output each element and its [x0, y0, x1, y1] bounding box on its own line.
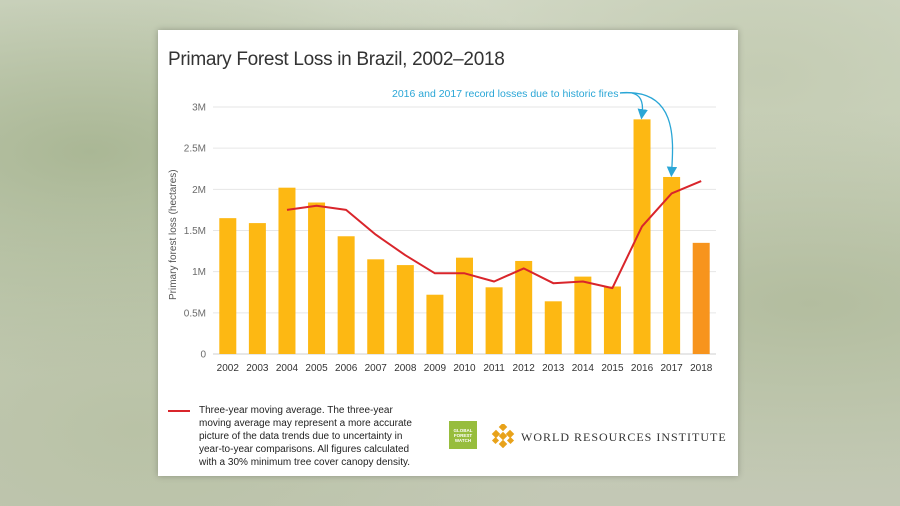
- y-tick-label: 3M: [192, 103, 206, 114]
- bar-2006: [337, 236, 355, 354]
- x-tick-label: 2003: [246, 363, 269, 374]
- x-tick-label: 2013: [542, 363, 565, 374]
- legend-line-swatch: [168, 410, 190, 412]
- bar-2015: [603, 286, 621, 354]
- chart-title: Primary Forest Loss in Brazil, 2002–2018: [168, 49, 505, 70]
- wri-logo-icon: [491, 424, 515, 448]
- annotation-arrow-2016: [619, 91, 648, 120]
- y-tick-label: 1M: [192, 267, 206, 278]
- y-tick-label: 0.5M: [184, 308, 206, 319]
- moving-average-line: [286, 180, 702, 290]
- bar-2012: [515, 260, 533, 354]
- bar-2004: [278, 187, 296, 354]
- y-axis-label: Primary forest loss (hectares): [168, 169, 179, 300]
- annotation-layer: 2016 and 2017 record losses due to histo…: [392, 88, 678, 178]
- bar-2018: [692, 242, 710, 354]
- y-tick-label: 2M: [192, 185, 206, 196]
- x-tick-label: 2014: [572, 363, 595, 374]
- bar-2017: [663, 176, 681, 354]
- y-tick-label: 2.5M: [184, 144, 206, 155]
- bar-2011: [485, 287, 503, 354]
- annotation-text: 2016 and 2017 record losses due to histo…: [392, 88, 618, 100]
- x-tick-label: 2016: [631, 363, 654, 374]
- x-tick-label: 2006: [335, 363, 358, 374]
- wri-wordmark: WORLD RESOURCES INSTITUTE: [521, 430, 727, 444]
- bar-2009: [426, 294, 444, 354]
- x-tick-label: 2002: [217, 363, 240, 374]
- x-tick-label: 2007: [365, 363, 388, 374]
- bar-2016: [633, 119, 651, 354]
- bar-2014: [574, 276, 592, 354]
- x-tick-label: 2009: [424, 363, 447, 374]
- x-tick-label: 2018: [690, 363, 713, 374]
- x-tick-label: 2010: [453, 363, 476, 374]
- x-tick-label: 2005: [305, 363, 328, 374]
- moving-average-layer: [286, 180, 702, 290]
- x-tick-label: 2015: [601, 363, 624, 374]
- bar-2010: [456, 257, 473, 354]
- bar-2007: [367, 259, 385, 354]
- x-tick-label: 2011: [483, 363, 505, 374]
- legend-text: Three-year moving average. The three-yea…: [199, 405, 412, 468]
- y-tick-label: 0: [200, 350, 206, 361]
- bar-2005: [308, 202, 326, 354]
- y-tick-label: 1.5M: [184, 226, 206, 237]
- x-tick-label: 2004: [276, 363, 299, 374]
- x-tick-label: 2012: [513, 363, 536, 374]
- bar-2002: [219, 218, 237, 354]
- grid-lines: [213, 106, 716, 355]
- y-axis-ticks: 0 0.5M 1M 1.5M 2M 2.5M 3M: [184, 103, 207, 361]
- bar-2008: [396, 265, 414, 354]
- x-tick-label: 2017: [660, 363, 683, 374]
- x-tick-label: 2008: [394, 363, 417, 374]
- annotation-arrow-2017: [619, 92, 678, 178]
- bar-2003: [248, 223, 266, 354]
- x-axis-ticks: 2002 2003 2004 2005 2006 2007 2008 2009 2010 2011…: [217, 363, 713, 374]
- bar-2013: [544, 301, 562, 354]
- bars: [219, 119, 710, 354]
- global-forest-watch-logo: GLOBAL FOREST WATCH: [449, 421, 477, 449]
